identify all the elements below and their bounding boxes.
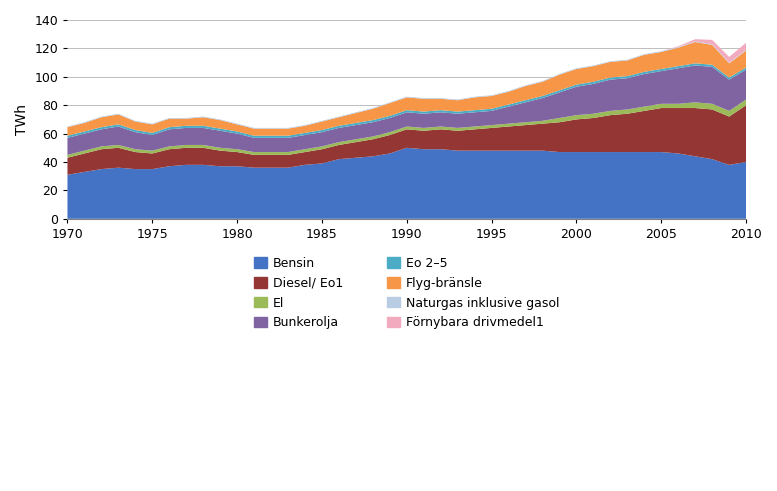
Y-axis label: TWh: TWh — [15, 104, 29, 135]
Legend: Bensin, Diesel/ Eo1, El, Bunkerolja, Eo 2–5, Flyg-bränsle, Naturgas inklusive ga: Bensin, Diesel/ Eo1, El, Bunkerolja, Eo … — [254, 257, 559, 329]
